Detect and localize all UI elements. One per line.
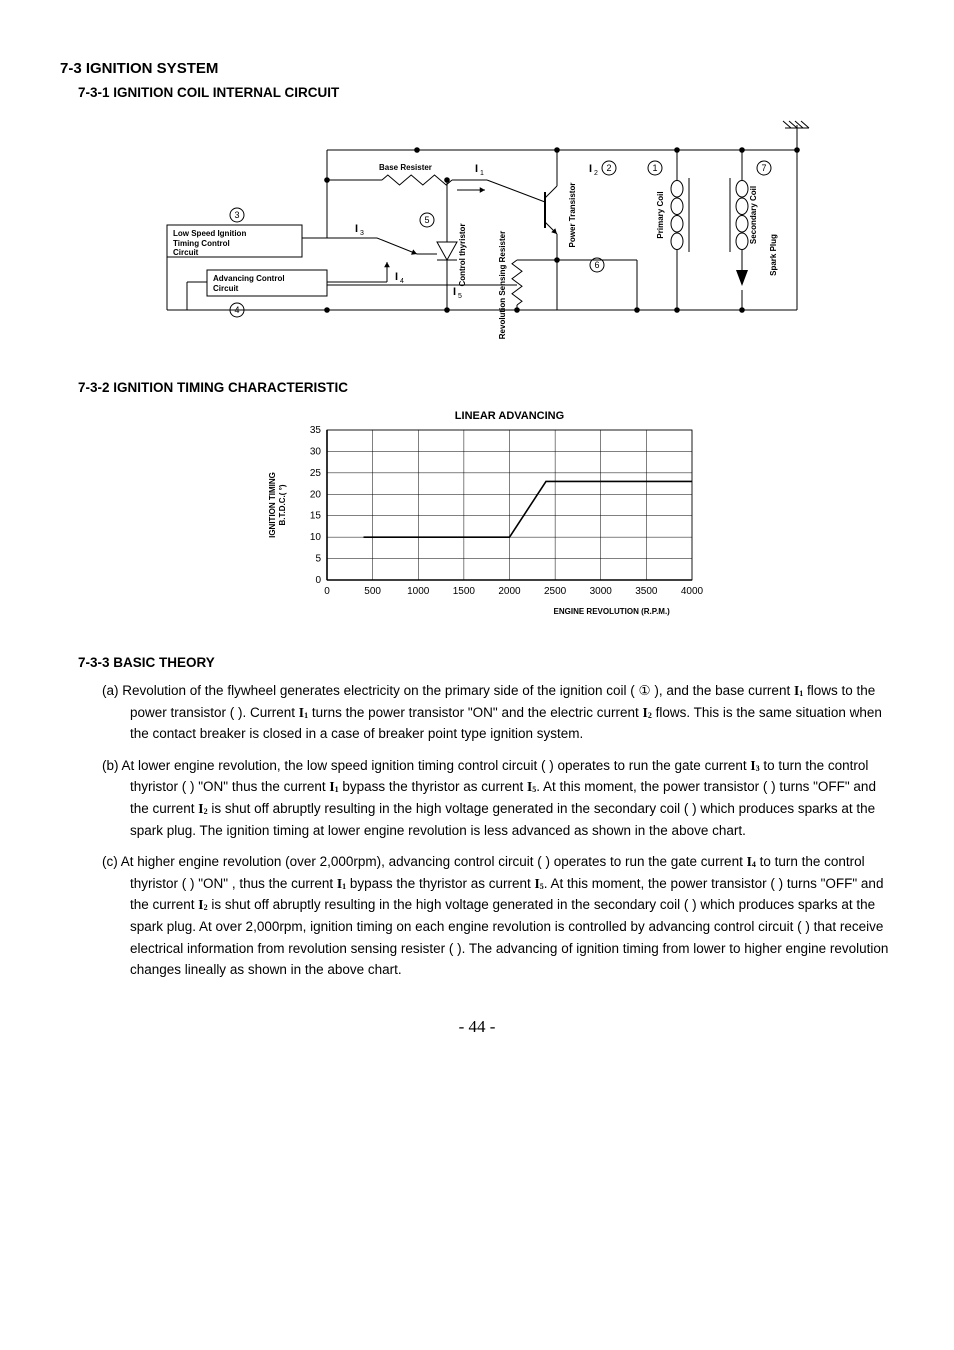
svg-text:4: 4: [400, 278, 404, 285]
svg-text:I: I: [355, 223, 358, 235]
svg-text:3000: 3000: [590, 586, 613, 597]
svg-text:4: 4: [234, 305, 239, 315]
svg-text:5: 5: [315, 554, 321, 565]
svg-text:3500: 3500: [635, 586, 658, 597]
svg-text:I: I: [475, 163, 478, 175]
page-footer: - 44 -: [60, 1017, 894, 1037]
svg-text:Power Transistor: Power Transistor: [568, 183, 577, 248]
svg-text:2: 2: [606, 163, 611, 173]
svg-text:6: 6: [594, 260, 599, 270]
svg-text:LINEAR ADVANCING: LINEAR ADVANCING: [455, 410, 564, 422]
svg-text:0: 0: [324, 586, 330, 597]
svg-text:Advancing Control: Advancing Control: [213, 274, 285, 283]
theory-para-b: (b) At lower engine revolution, the low …: [78, 755, 894, 841]
svg-text:I: I: [589, 163, 592, 175]
svg-text:Circuit: Circuit: [173, 248, 199, 257]
subsection-heading-3: 7-3-3 BASIC THEORY: [78, 655, 894, 670]
svg-text:7: 7: [761, 163, 766, 173]
subsection-heading-1: 7-3-1 IGNITION COIL INTERNAL CIRCUIT: [78, 85, 894, 100]
svg-text:Base Resister: Base Resister: [379, 163, 432, 172]
svg-text:Control thyristor: Control thyristor: [458, 223, 467, 286]
svg-text:3: 3: [234, 210, 239, 220]
svg-text:2000: 2000: [498, 586, 521, 597]
theory-para-c: (c) At higher engine revolution (over 2,…: [78, 851, 894, 981]
theory-para-a: (a) Revolution of the flywheel generates…: [78, 680, 894, 745]
svg-text:1: 1: [480, 170, 484, 177]
svg-text:0: 0: [315, 575, 321, 586]
svg-text:5: 5: [424, 215, 429, 225]
svg-text:20: 20: [310, 489, 322, 500]
svg-text:10: 10: [310, 532, 322, 543]
svg-text:Timing Control: Timing Control: [173, 239, 230, 248]
svg-text:Primary Coil: Primary Coil: [656, 191, 665, 238]
svg-text:3: 3: [360, 230, 364, 237]
svg-text:Circuit: Circuit: [213, 284, 239, 293]
svg-text:500: 500: [364, 586, 381, 597]
svg-text:I: I: [395, 271, 398, 283]
svg-text:Secondary Coil: Secondary Coil: [749, 186, 758, 244]
svg-text:35: 35: [310, 425, 322, 436]
svg-text:30: 30: [310, 446, 322, 457]
svg-text:25: 25: [310, 468, 322, 479]
svg-text:2: 2: [594, 170, 598, 177]
svg-text:1: 1: [652, 163, 657, 173]
svg-text:1500: 1500: [453, 586, 476, 597]
svg-text:4000: 4000: [681, 586, 704, 597]
svg-text:2500: 2500: [544, 586, 567, 597]
svg-text:I: I: [453, 286, 456, 298]
circuit-diagram: Base ResisterI1Power TransistorI22Revolu…: [60, 110, 894, 350]
timing-chart: LINEAR ADVANCING 0 5 10 15 20 25 30 35 0 500 1000 15…: [60, 405, 894, 625]
svg-text:ENGINE REVOLUTION (R.P.M.): ENGINE REVOLUTION (R.P.M.): [554, 607, 671, 616]
svg-text:IGNITION TIMINGB.T.D.C.( °): IGNITION TIMINGB.T.D.C.( °): [268, 472, 287, 538]
svg-text:Spark Plug: Spark Plug: [769, 234, 778, 276]
svg-text:Low Speed Ignition: Low Speed Ignition: [173, 229, 246, 238]
section-heading: 7-3 IGNITION SYSTEM: [60, 60, 894, 77]
svg-text:5: 5: [458, 293, 462, 300]
svg-text:1000: 1000: [407, 586, 430, 597]
subsection-heading-2: 7-3-2 IGNITION TIMING CHARACTERISTIC: [78, 380, 894, 395]
svg-text:15: 15: [310, 511, 322, 522]
